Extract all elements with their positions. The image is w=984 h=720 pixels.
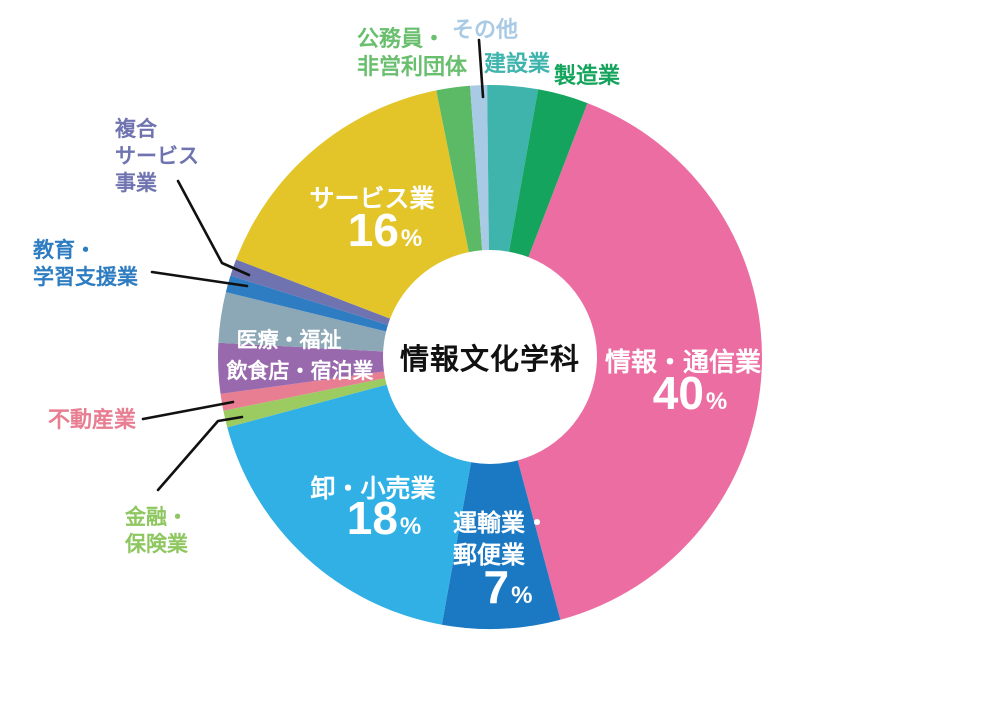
donut-slice-12-建設業	[487, 84, 539, 252]
slice-value-oroshi-unit: %	[399, 513, 422, 540]
callout-sonota: その他	[452, 17, 519, 42]
callout-kinyuu-line1: 金融・	[125, 506, 188, 529]
callout-fukugou-line3: 事業	[115, 172, 157, 195]
callout-kensetsu: 建設業	[484, 51, 551, 76]
donut-slice-10-公務員・非営利団体	[436, 85, 483, 253]
callout-koumuin-line1: 公務員・	[357, 26, 446, 51]
callout-kyouiku-line1: 教育・	[33, 239, 96, 262]
leader-line-sonota	[477, 38, 485, 99]
donut-slices	[217, 84, 762, 629]
callout-fukugou-line2: サービス	[115, 145, 199, 168]
callout-kinyuu-line2: 保険業	[125, 533, 188, 556]
donut-slice-1-運輸業・郵便業	[441, 460, 561, 629]
leader-line-fukugou	[176, 179, 251, 277]
slice-value-oroshi-kouri: 18%	[347, 495, 422, 541]
callout-koumuin: 公務員・ 非営利団体	[357, 25, 467, 81]
slice-value-jouhou-number: 40	[652, 367, 704, 419]
donut-slice-6-医療・福祉	[218, 292, 387, 352]
slice-value-jouhou-tsuushin: 40%	[653, 370, 728, 416]
slice-value-service-unit: %	[400, 225, 423, 252]
callout-fudousan: 不動産業	[48, 407, 137, 432]
donut-slice-4-不動産業	[220, 371, 386, 411]
leader-line-fudousan	[141, 400, 235, 421]
slice-label-unyu-line1: 運輸業・	[453, 510, 549, 537]
donut-slice-8-複合サービス事業	[230, 259, 391, 325]
callout-kyouiku: 教育・ 学習支援業	[33, 237, 138, 291]
donut-slice-9-サービス業	[236, 90, 469, 319]
slice-label-unyu-line2: 郵便業	[453, 542, 525, 569]
slice-value-unyu: 7%	[484, 564, 533, 610]
donut-slice-5-飲食店・宿泊業	[217, 342, 384, 394]
donut-slice-11-その他	[470, 85, 489, 251]
leader-line-kinyuu	[156, 415, 244, 492]
slice-label-service: サービス業	[309, 185, 435, 213]
callout-kinyuu: 金融・ 保険業	[125, 504, 188, 558]
slice-label-jouhou-tsuushin: 情報・通信業	[604, 347, 762, 377]
slice-label-inshoku-shukuhaku: 飲食店・宿泊業	[226, 360, 374, 383]
chart-center-title: 情報文化学科	[399, 344, 581, 376]
donut-slice-7-教育・学習支援業	[225, 275, 388, 332]
donut-slice-13-製造業	[508, 89, 588, 258]
slice-value-unyu-unit: %	[511, 582, 533, 609]
slice-value-oroshi-number: 18	[346, 492, 398, 544]
callout-kyouiku-line2: 学習支援業	[33, 266, 138, 289]
callout-fukugou: 複合 サービス 事業	[115, 116, 199, 197]
callout-seizou: 製造業	[554, 63, 621, 88]
donut-slice-2-卸・小売業	[227, 384, 472, 625]
callout-fukugou-line1: 複合	[115, 118, 157, 141]
slice-label-iryou-fukushi: 医療・福祉	[236, 329, 342, 352]
slice-value-service: 16%	[348, 207, 423, 253]
leader-line-kyouiku	[150, 270, 249, 288]
slice-label-oroshi-kouri: 卸・小売業	[310, 475, 436, 503]
slice-value-service-number: 16	[347, 204, 399, 256]
slice-value-jouhou-unit: %	[705, 388, 728, 415]
donut-slice-3-金融・保険業	[223, 378, 387, 428]
callout-koumuin-line2: 非営利団体	[357, 54, 468, 79]
slice-value-unyu-number: 7	[483, 561, 510, 613]
donut-slice-0-情報・通信業	[517, 103, 762, 620]
